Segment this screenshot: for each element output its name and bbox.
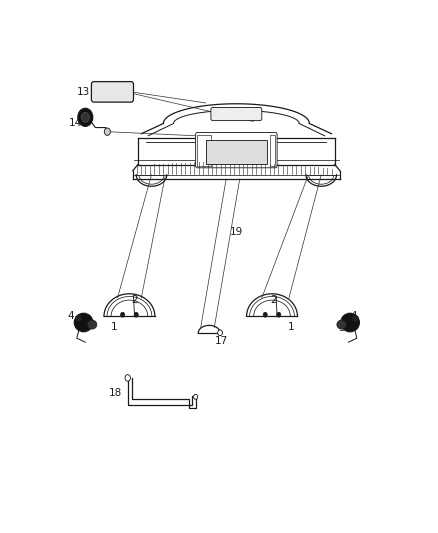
Ellipse shape [352,316,358,321]
Circle shape [218,330,223,336]
Text: 17: 17 [215,336,228,346]
Circle shape [81,112,89,122]
FancyBboxPatch shape [211,108,262,120]
Text: 4: 4 [68,311,74,321]
Text: 2: 2 [131,295,138,305]
FancyBboxPatch shape [196,133,277,168]
Bar [206,140,267,164]
Ellipse shape [74,313,93,332]
Text: 18: 18 [109,388,122,398]
Text: 1: 1 [287,322,294,333]
FancyBboxPatch shape [92,82,134,102]
Circle shape [120,312,125,317]
Bar [270,134,276,166]
Text: 19: 19 [230,227,243,237]
Text: 1: 1 [111,322,117,333]
Text: 3: 3 [79,323,86,333]
Circle shape [194,394,198,399]
Circle shape [263,312,267,317]
Ellipse shape [337,320,346,329]
Ellipse shape [341,313,360,332]
Circle shape [78,108,93,126]
Text: 3: 3 [338,323,345,333]
Circle shape [104,128,110,135]
Bar [197,134,211,166]
Text: 13: 13 [77,87,90,97]
Ellipse shape [75,316,81,321]
Circle shape [134,312,138,317]
Text: 4: 4 [351,311,357,321]
Circle shape [277,312,281,317]
Text: 2: 2 [270,295,277,305]
Text: 14: 14 [69,118,82,128]
Circle shape [125,375,131,381]
Ellipse shape [87,320,97,329]
